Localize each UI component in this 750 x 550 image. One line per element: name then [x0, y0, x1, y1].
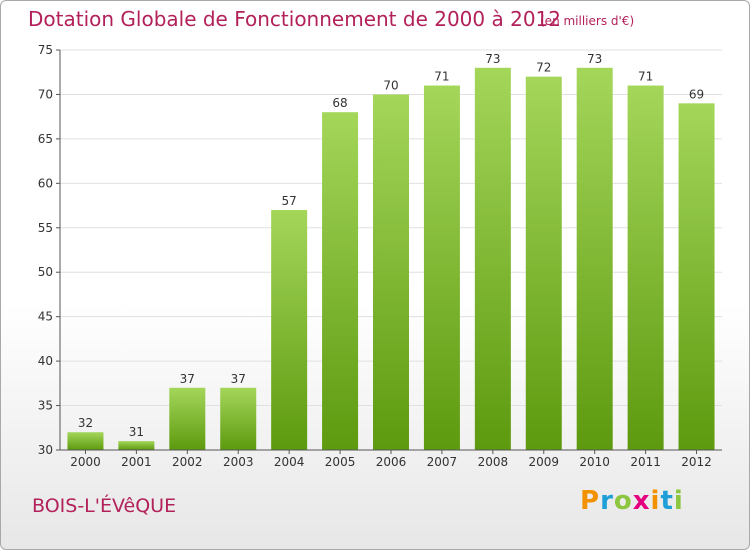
bar-value-label: 69 — [689, 87, 704, 101]
chart-title: Dotation Globale de Fonctionnement de 20… — [28, 7, 561, 31]
bar — [525, 76, 562, 451]
bar-value-label: 71 — [434, 70, 449, 84]
labels: 30 35 40 45 50 55 60 65 70 75 32 2000 31 2001 37 2002 37… — [38, 43, 712, 469]
logo-letter: x — [632, 486, 651, 516]
x-tick-label: 2005 — [325, 455, 356, 469]
x-tick-label: 2006 — [376, 455, 407, 469]
bar — [627, 85, 664, 451]
bar — [220, 387, 257, 450]
x-tick-label: 2007 — [427, 455, 458, 469]
commune-name: BOIS-L'ÉVêQUE — [32, 495, 177, 517]
bar-value-label: 70 — [383, 78, 398, 92]
chart-unit: (en milliers d'€) — [540, 14, 635, 28]
y-tick-label: 50 — [38, 265, 53, 279]
y-tick-label: 55 — [38, 221, 53, 235]
proxiti-logo: Proxiti — [580, 486, 684, 516]
logo-letter: t — [660, 486, 674, 516]
bar — [271, 210, 308, 450]
x-tick-label: 2001 — [121, 455, 152, 469]
bar-value-label: 37 — [231, 372, 246, 386]
bar-value-label: 31 — [129, 425, 144, 439]
y-tick-label: 45 — [38, 310, 53, 324]
logo-letter: i — [650, 486, 661, 516]
logo-letter: P — [580, 486, 601, 516]
y-tick-label: 75 — [38, 43, 53, 57]
x-tick-label: 2009 — [528, 455, 559, 469]
y-tick-label: 70 — [38, 87, 53, 101]
y-tick-label: 30 — [38, 443, 53, 457]
bar — [423, 85, 460, 451]
bar — [373, 94, 409, 450]
bar-value-label: 72 — [536, 61, 551, 75]
bar — [169, 387, 206, 450]
bar-value-label: 73 — [587, 52, 602, 66]
bar-value-label: 37 — [180, 372, 195, 386]
bar — [322, 112, 359, 450]
bar-value-label: 71 — [638, 70, 653, 84]
x-tick-label: 2002 — [172, 455, 203, 469]
bar — [67, 432, 104, 450]
bar-value-label: 32 — [78, 416, 93, 430]
x-tick-label: 2012 — [681, 455, 712, 469]
y-tick-label: 40 — [38, 354, 53, 368]
x-tick-label: 2000 — [70, 455, 101, 469]
bar-value-label: 73 — [485, 52, 500, 66]
x-tick-label: 2008 — [478, 455, 509, 469]
x-tick-label: 2011 — [630, 455, 661, 469]
logo-letter: o — [613, 486, 633, 516]
y-tick-label: 60 — [38, 176, 53, 190]
bar — [678, 103, 715, 450]
bar-value-label: 57 — [282, 194, 297, 208]
logo-letter: r — [600, 486, 614, 516]
y-tick-label: 35 — [38, 399, 53, 413]
x-tick-label: 2004 — [274, 455, 305, 469]
axes — [56, 49, 722, 454]
x-tick-label: 2010 — [579, 455, 610, 469]
x-tick-label: 2003 — [223, 455, 254, 469]
bars — [67, 67, 715, 451]
y-tick-label: 65 — [38, 132, 53, 146]
bar — [474, 67, 511, 451]
bar-value-label: 68 — [332, 96, 347, 110]
logo-letter: i — [673, 486, 684, 516]
bar — [118, 441, 155, 450]
bar — [576, 67, 613, 451]
